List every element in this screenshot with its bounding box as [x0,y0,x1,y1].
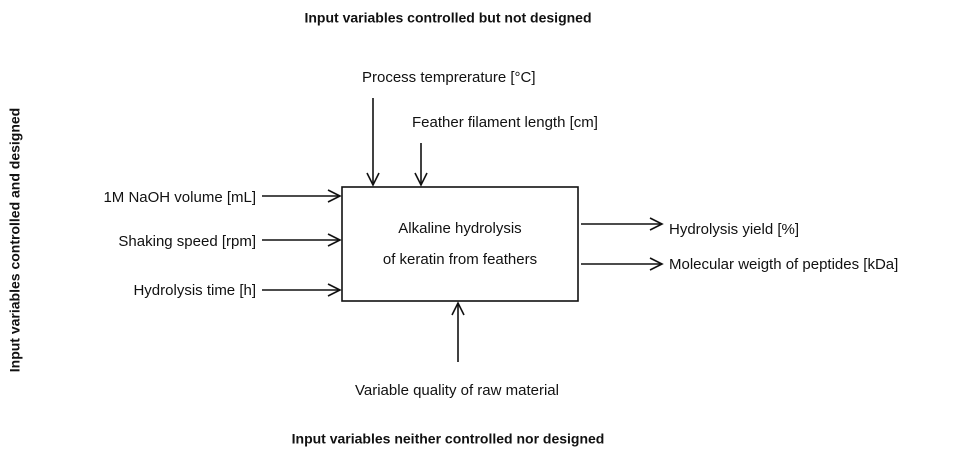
process-text: Alkaline hydrolysis [398,220,521,237]
process-text: of keratin from feathers [383,251,537,268]
output-label: Molecular weigth of peptides [kDa] [669,256,898,273]
heading-top: Input variables controlled but not desig… [304,10,591,26]
output-label: Hydrolysis yield [%] [669,221,799,238]
input-label: Shaking speed [rpm] [118,233,256,250]
input-label: 1M NaOH volume [mL] [103,189,256,206]
arrows [262,98,664,362]
input-label: Hydrolysis time [h] [133,282,256,299]
process-box [341,186,579,302]
input-label: Feather filament length [cm] [412,114,598,131]
input-label: Variable quality of raw material [355,382,559,399]
heading-left: Input variables controlled and designed [7,108,23,373]
heading-bottom: Input variables neither controlled nor d… [292,431,605,447]
input-label: Process temprerature [°C] [362,69,536,86]
